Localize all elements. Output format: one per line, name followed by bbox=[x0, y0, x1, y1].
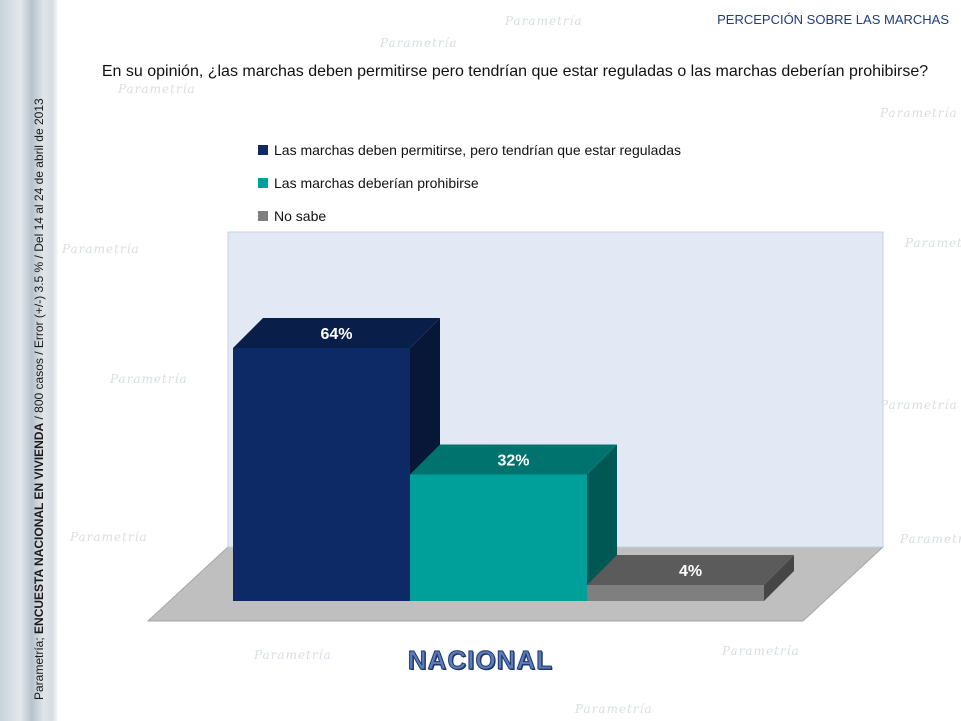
bar-front bbox=[410, 474, 587, 601]
bar-top bbox=[410, 444, 617, 475]
watermark: Parametría bbox=[110, 372, 188, 386]
watermark: Parametría bbox=[905, 236, 961, 250]
watermark: Parametría bbox=[880, 106, 958, 120]
watermark: Parametría bbox=[880, 398, 958, 412]
bar-side bbox=[587, 444, 617, 601]
bar bbox=[587, 555, 794, 601]
watermark: Parametría bbox=[900, 532, 961, 546]
bar-side bbox=[764, 555, 794, 601]
legend-swatch bbox=[258, 177, 268, 188]
watermark: Parametría bbox=[254, 648, 332, 662]
bar bbox=[410, 444, 617, 601]
legend-swatch bbox=[258, 144, 268, 155]
bar-top bbox=[587, 555, 794, 585]
bar bbox=[233, 318, 440, 601]
legend-label: Las marchas deberían prohibirse bbox=[274, 174, 479, 191]
chart-legend: Las marchas deben permitirse, pero tendr… bbox=[258, 133, 681, 232]
bar-front bbox=[587, 585, 764, 601]
legend-item: Las marchas deberían prohibirse bbox=[258, 166, 681, 199]
bar-data-label: 4% bbox=[679, 563, 702, 580]
legend-label: Las marchas deben permitirse, pero tendr… bbox=[274, 141, 682, 158]
watermark: Parametría bbox=[70, 530, 148, 544]
side-strip bbox=[0, 0, 58, 721]
watermark: Parametría bbox=[380, 36, 458, 50]
page-header-title: PERCEPCIÓN SOBRE LAS MARCHAS bbox=[717, 12, 949, 27]
watermark: Parametría bbox=[118, 82, 196, 96]
bar-data-label: 32% bbox=[497, 453, 529, 470]
legend-swatch bbox=[258, 210, 268, 221]
survey-question: En su opinión, ¿las marchas deben permit… bbox=[101, 63, 929, 80]
bar-data-label: 64% bbox=[320, 326, 352, 343]
bar-front bbox=[233, 348, 410, 601]
legend-item: No sabe bbox=[258, 199, 681, 232]
legend-label: No sabe bbox=[274, 207, 327, 224]
watermark: Parametría bbox=[722, 644, 800, 658]
watermark: Parametría bbox=[505, 14, 583, 28]
bar-top bbox=[233, 318, 440, 348]
legend-item: Las marchas deben permitirse, pero tendr… bbox=[258, 133, 681, 166]
category-label: NACIONAL bbox=[407, 645, 554, 676]
watermark: Parametría bbox=[575, 702, 653, 716]
watermark: Parametría bbox=[62, 242, 140, 256]
